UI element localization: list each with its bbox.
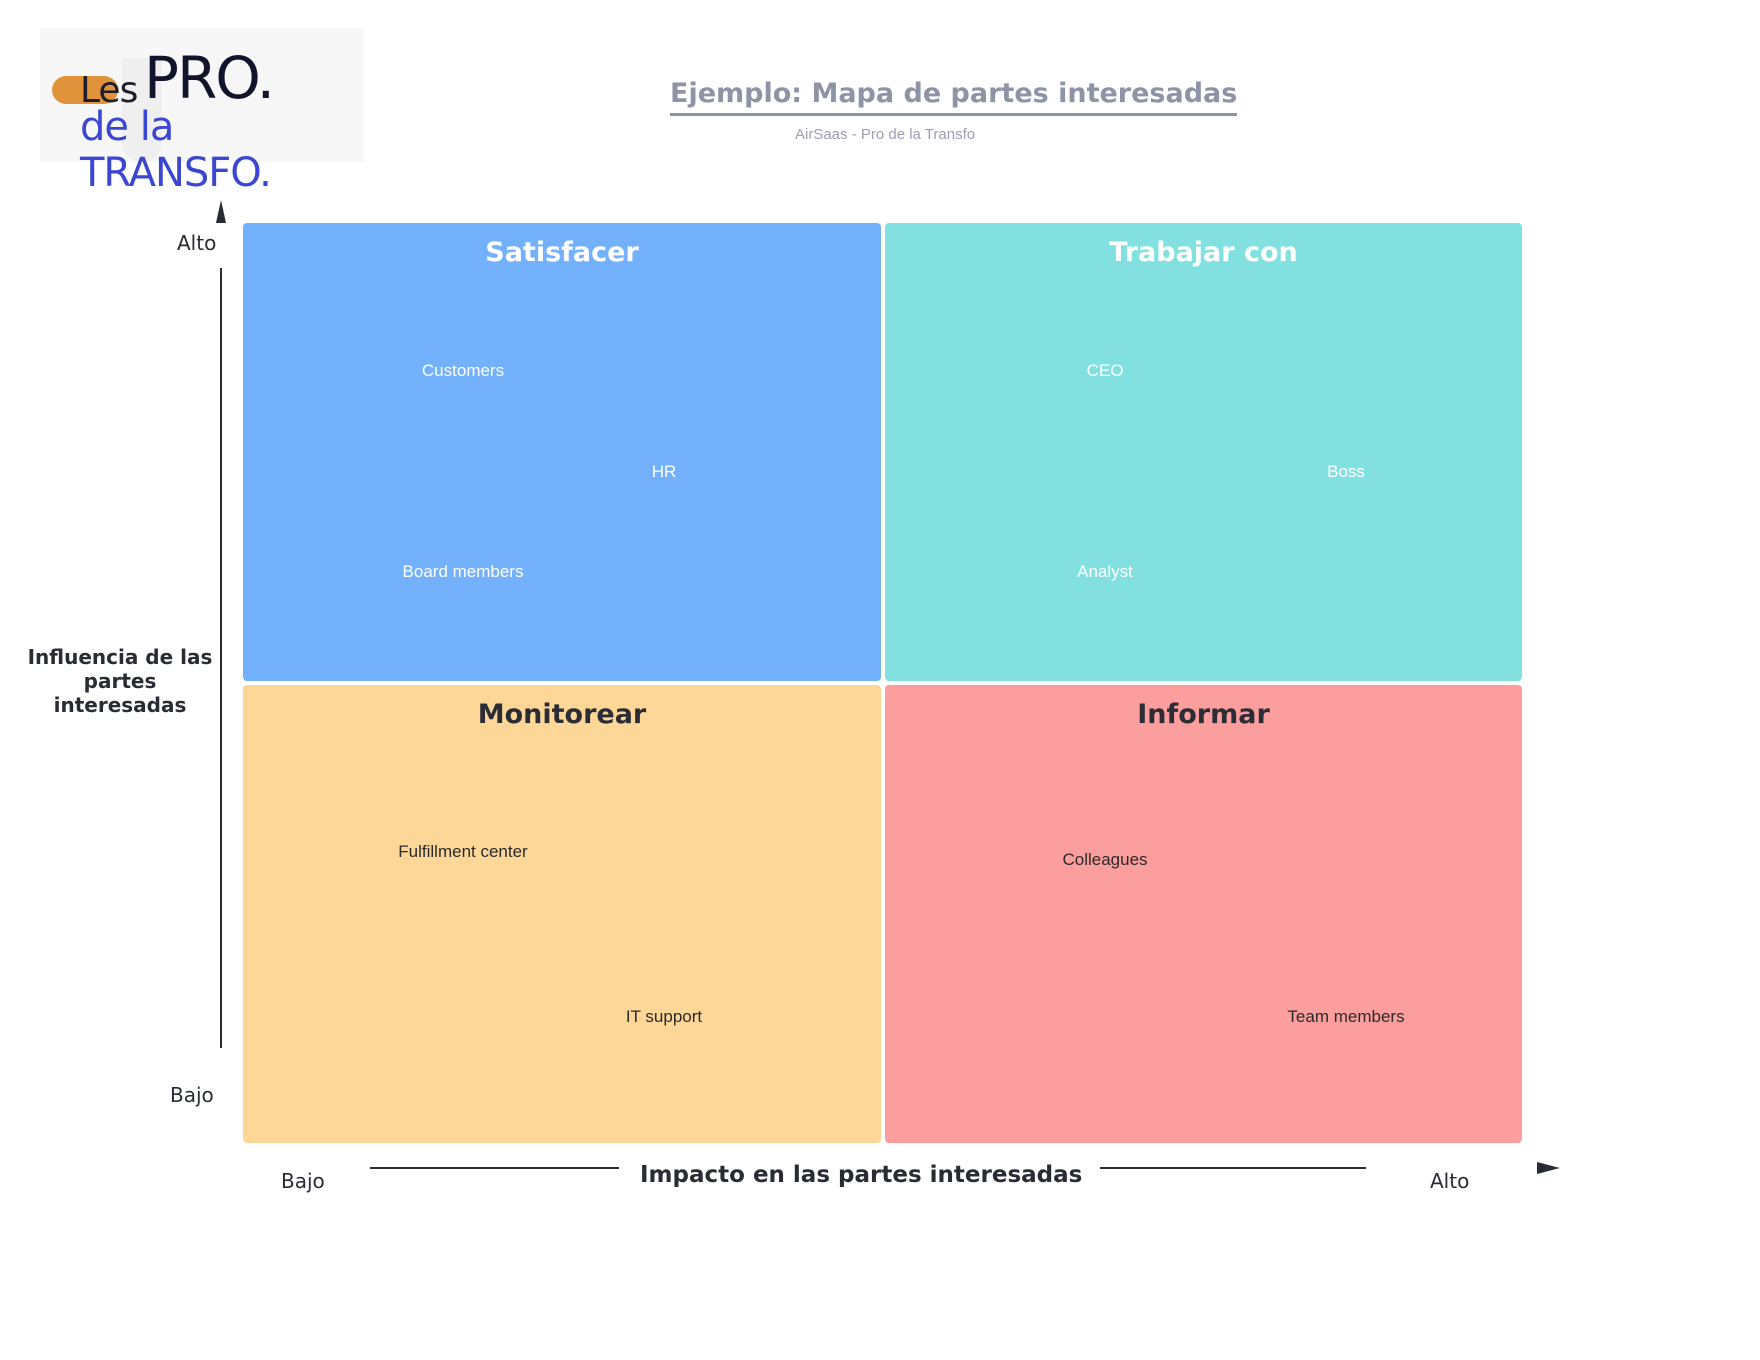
quadrant-trabajar-con: Trabajar con CEO Boss Analyst [885, 223, 1522, 681]
stakeholder-colleagues: Colleagues [1062, 850, 1148, 869]
logo-text-les: Les [80, 70, 138, 111]
x-axis-title: Impacto en las partes interesadas [640, 1162, 1083, 1188]
y-axis-title-line1: Influencia de las [27, 645, 213, 669]
quadrant-title: Trabajar con [1109, 237, 1298, 268]
logo-swoosh [122, 58, 162, 162]
y-axis-low-label: Bajo [170, 1083, 214, 1107]
stakeholder-board-members: Board members [402, 562, 524, 581]
stakeholder-fulfillment-center: Fulfillment center [398, 842, 528, 861]
quadrant-monitorear: Monitorear Fulfillment center IT support [243, 685, 881, 1143]
quadrant-informar: Informar Colleagues Team members [885, 685, 1522, 1143]
stakeholder-it-support: IT support [625, 1007, 703, 1026]
stakeholder-analyst: Analyst [1077, 562, 1133, 581]
quadrant-title: Monitorear [477, 699, 647, 730]
quadrant-satisfacer: Satisfacer Customers HR Board members [243, 223, 881, 681]
stakeholder-hr: HR [651, 462, 677, 481]
page-title: Ejemplo: Mapa de partes interesadas [670, 78, 1238, 116]
quadrant-title: Satisfacer [485, 237, 639, 268]
stakeholder-ceo: CEO [1086, 361, 1124, 380]
quadrant-title: Informar [1137, 699, 1270, 730]
x-axis-arrowhead [1537, 1162, 1560, 1174]
y-axis-title-line2: partes interesadas [53, 669, 187, 717]
page-subtitle: AirSaas - Pro de la Transfo [795, 126, 976, 143]
logo-text-transfo: de la TRANSFO. [80, 104, 272, 196]
x-axis-high-label: Alto [1430, 1169, 1470, 1193]
logo-pill-shape [52, 76, 118, 104]
stakeholder-team-members: Team members [1287, 1007, 1405, 1026]
y-axis-high-label: Alto [177, 231, 217, 255]
logo-text-pro: PRO. [144, 44, 275, 112]
x-axis-low-label: Bajo [281, 1169, 325, 1193]
y-axis-title: Influencia de las partes interesadas [20, 645, 220, 717]
brand-logo: Les PRO. de la TRANSFO. [40, 28, 364, 196]
stakeholder-customers: Customers [421, 361, 505, 380]
y-axis-arrowhead [216, 200, 226, 223]
stakeholder-boss: Boss [1327, 462, 1365, 481]
